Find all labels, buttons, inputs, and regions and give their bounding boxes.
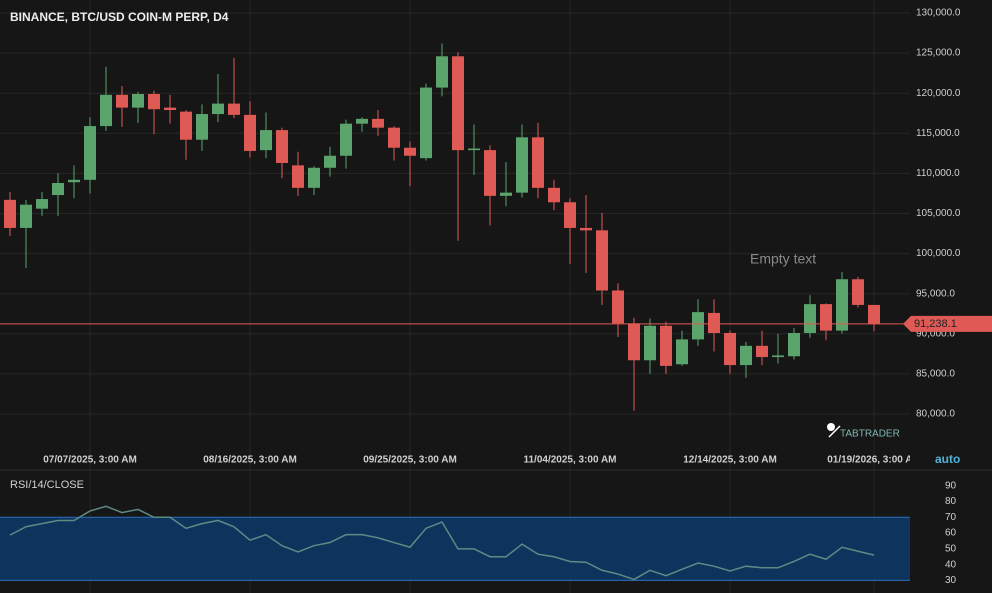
x-tick-label: 01/19/2026, 3:00 AM <box>827 455 921 466</box>
candle-body <box>724 332 736 366</box>
candle-body <box>4 199 16 228</box>
candle-body <box>116 94 128 108</box>
candle-body <box>740 345 752 366</box>
x-tick-label: 11/04/2025, 3:00 AM <box>523 455 616 466</box>
y-tick-label: 130,000.0 <box>916 8 961 19</box>
candle-body <box>708 312 720 333</box>
plot <box>0 43 910 581</box>
candle-body <box>532 137 544 188</box>
candle-body <box>676 339 688 365</box>
rsi-line <box>9 505 875 581</box>
candle-body <box>868 304 880 324</box>
candle-body <box>52 183 64 196</box>
labels: 80,000.0 85,000.0 90,000.0 95,000.0 100,000.… <box>43 8 992 586</box>
logo: TABTRADER <box>827 423 900 440</box>
candle-body <box>196 114 208 140</box>
x-tick-label: 08/16/2025, 3:00 AM <box>203 455 297 466</box>
candle-body <box>20 204 32 228</box>
chart-title: BINANCE, BTC/USD COIN-M PERP, D4 <box>10 10 229 24</box>
candle-body <box>580 227 592 231</box>
candle-body <box>180 111 192 140</box>
candle-body <box>548 187 560 203</box>
candle-body <box>308 167 320 188</box>
candle-body <box>660 325 672 366</box>
candle-body <box>388 127 400 148</box>
y-tick-label: 120,000.0 <box>916 88 961 99</box>
candle-body <box>564 202 576 228</box>
candle-body <box>500 192 512 196</box>
logo-slash <box>828 425 841 438</box>
candle-body <box>596 230 608 291</box>
y-tick-label: 80 <box>945 496 957 507</box>
last-price-tag <box>903 315 992 332</box>
candle-body <box>836 279 848 331</box>
candle-body <box>292 165 304 188</box>
candle-body <box>228 103 240 115</box>
logo-dot <box>827 423 835 431</box>
x-tick-label: 12/14/2025, 3:00 AM <box>683 455 777 466</box>
y-tick-label: 90,000.0 <box>916 328 955 339</box>
candle-body <box>628 323 640 361</box>
y-tick-label: 40 <box>945 559 957 570</box>
y-tick-label: 70 <box>945 512 957 523</box>
y-tick-label: 50 <box>945 543 957 554</box>
candle-body <box>276 130 288 163</box>
logo-text: TABTRADER <box>840 429 900 440</box>
y-tick-label: 115,000.0 <box>916 128 960 139</box>
candle-body <box>340 123 352 156</box>
candle-body <box>436 56 448 88</box>
candle-body <box>804 304 816 333</box>
indicator-title: RSI/14/CLOSE <box>10 479 84 491</box>
candle-body <box>468 148 480 151</box>
candle-body <box>164 107 176 111</box>
candle-body <box>324 155 336 168</box>
y-tick-label: 110,000.0 <box>916 168 960 179</box>
candle-body <box>244 114 256 151</box>
y-tick-label: 100,000.0 <box>916 248 961 259</box>
candle-body <box>148 93 160 110</box>
candle-body <box>68 179 80 183</box>
y-tick-label: 80,000.0 <box>916 409 955 420</box>
candle-body <box>356 118 368 124</box>
x-tick-label: 09/25/2025, 3:00 AM <box>363 455 457 466</box>
y-tick-label: 60 <box>945 528 957 539</box>
candle-body <box>36 199 48 209</box>
candle-body <box>788 332 800 357</box>
last-price-label: 91,238.1 <box>914 318 957 330</box>
rsi-band <box>0 517 910 581</box>
candle-body <box>692 312 704 340</box>
x-tick-label: 07/07/2025, 3:00 AM <box>43 455 137 466</box>
candle-body <box>772 355 784 358</box>
candle-body <box>84 126 96 180</box>
candle-body <box>404 147 416 156</box>
y-tick-label: 105,000.0 <box>916 208 961 219</box>
scale-mode[interactable]: auto <box>935 452 960 466</box>
y-tick-label: 95,000.0 <box>916 288 955 299</box>
candle-body <box>452 56 464 151</box>
candle-body <box>100 94 112 127</box>
candle-body <box>260 130 272 151</box>
y-tick-label: 85,000.0 <box>916 369 955 380</box>
candle-body <box>132 93 144 108</box>
y-tick-label: 90 <box>945 480 957 491</box>
candle-body <box>372 118 384 128</box>
y-tick-label: 125,000.0 <box>916 48 961 59</box>
annotation: Empty text <box>750 251 816 267</box>
candle-body <box>852 279 864 305</box>
candle-body <box>420 87 432 159</box>
candle-body <box>516 137 528 193</box>
candle-body <box>212 103 224 115</box>
y-tick-label: 30 <box>945 575 957 586</box>
candle-body <box>644 325 656 361</box>
candle-body <box>756 345 768 358</box>
candle-body <box>820 304 832 331</box>
candle-body <box>484 150 496 196</box>
candle-body <box>612 290 624 324</box>
